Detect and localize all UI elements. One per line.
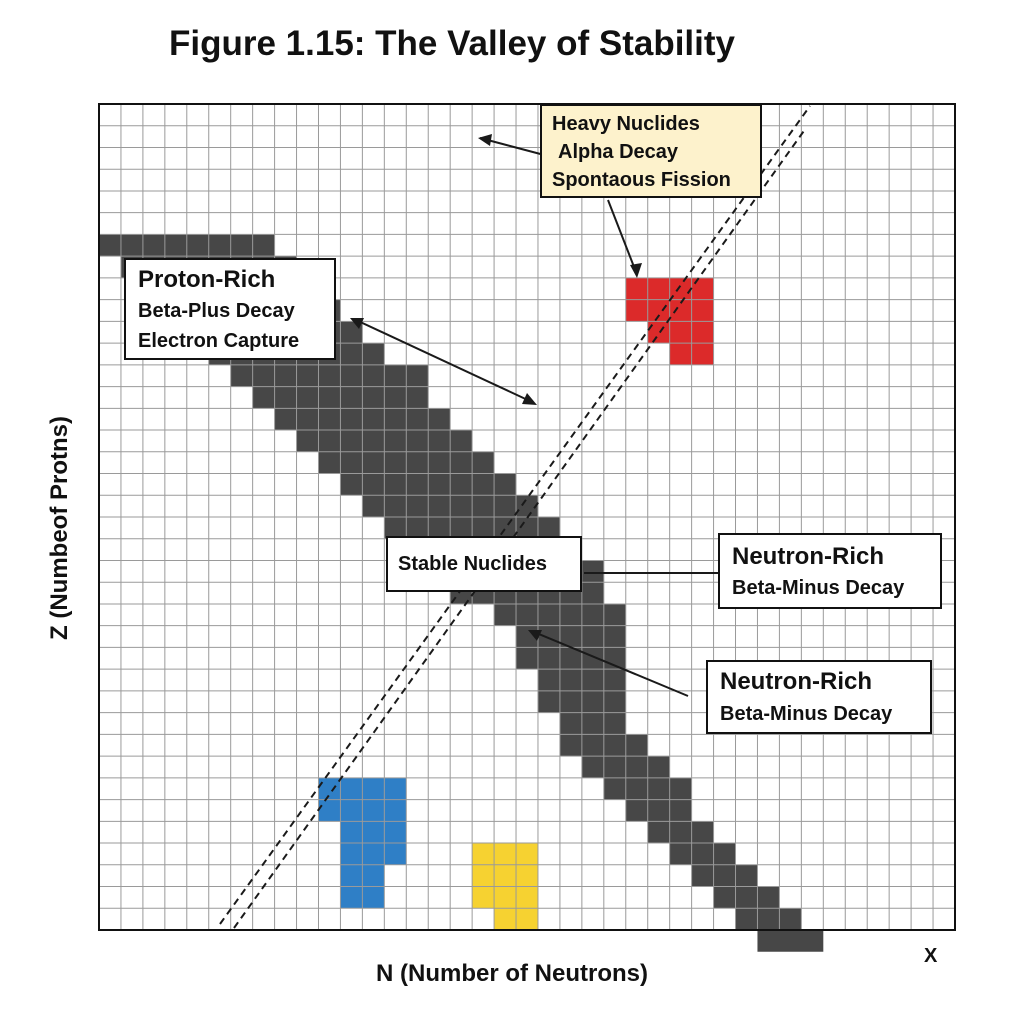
stable-cell-run bbox=[647, 821, 714, 844]
neutron-rich-lower-line-2: Beta-Minus Decay bbox=[720, 703, 893, 725]
stable-nuclides-label: Stable Nuclides bbox=[386, 536, 582, 592]
stable-cell-run bbox=[713, 886, 780, 909]
heavy-to-band-line bbox=[607, 199, 637, 273]
x-corner-mark: X bbox=[924, 945, 938, 967]
y-axis-label: Z (Numbeof Protns) bbox=[46, 416, 73, 640]
heavy-nuclides-label: Heavy Nuclides Alpha Decay Spontaous Fis… bbox=[540, 104, 762, 198]
neutron-arrow bbox=[533, 631, 689, 697]
stable-cell-run bbox=[691, 864, 758, 887]
neutron-rich-label-lower: Neutron-Rich Beta-Minus Decay bbox=[706, 660, 932, 734]
proton-rich-cell-run bbox=[340, 843, 407, 865]
stable-cell-run bbox=[625, 799, 692, 822]
heavy-to-band-head bbox=[630, 263, 642, 278]
stable-cell-run bbox=[516, 625, 626, 648]
stable-cell-run bbox=[516, 647, 626, 670]
grid-lines bbox=[99, 104, 955, 930]
proton-arrow-head-end bbox=[522, 393, 537, 405]
neutron-rich-upper-line-1: Neutron-Rich bbox=[732, 543, 884, 570]
neutron-arrow-head bbox=[528, 630, 542, 641]
stable-cell-run bbox=[669, 843, 736, 865]
proton-label-line-1: Proton-Rich bbox=[138, 266, 276, 293]
heavy-cell-run bbox=[472, 843, 538, 865]
x-axis-label: N (Number of Neutrons) bbox=[376, 960, 648, 987]
neutron-rich-label-upper: Neutron-Rich Beta-Minus Decay bbox=[718, 533, 942, 609]
stability-band-upper-edge bbox=[219, 105, 811, 925]
heavy-arrow-head bbox=[478, 134, 492, 146]
proton-label-line-2: Beta-Plus Decay bbox=[138, 300, 295, 322]
heavy-cell-run bbox=[472, 864, 538, 887]
heavy-arrow bbox=[479, 137, 549, 157]
stable-cell-run bbox=[559, 712, 626, 735]
plot-frame bbox=[98, 103, 956, 931]
figure-title: Figure 1.15: The Valley of Stability bbox=[169, 24, 735, 63]
stable-label-text: Stable Nuclides bbox=[398, 552, 547, 575]
stability-band-lower-edge bbox=[233, 127, 807, 929]
neutron-rich-upper-line-2: Beta-Minus Decay bbox=[732, 577, 905, 599]
neutron-rich-cell-run bbox=[647, 321, 714, 344]
heavy-label-line-3: Spontaous Fission bbox=[552, 169, 731, 191]
neutron-rich-lower-line-1: Neutron-Rich bbox=[720, 668, 872, 695]
proton-arrow-head-start bbox=[350, 318, 364, 329]
stable-cell-run bbox=[230, 364, 429, 387]
proton-rich-cell-run bbox=[340, 821, 407, 844]
proton-label-line-3: Electron Capture bbox=[138, 330, 300, 352]
stable-cell-run bbox=[735, 908, 802, 930]
heavy-label-line-2: Alpha Decay bbox=[558, 141, 679, 163]
stable-cell-run bbox=[757, 930, 824, 952]
proton-rich-label: Proton-Rich Beta-Plus Decay Electron Cap… bbox=[124, 258, 336, 360]
proton-arrow bbox=[355, 319, 533, 403]
heavy-label-line-1: Heavy Nuclides bbox=[552, 113, 700, 135]
heavy-cell-run bbox=[472, 886, 538, 909]
